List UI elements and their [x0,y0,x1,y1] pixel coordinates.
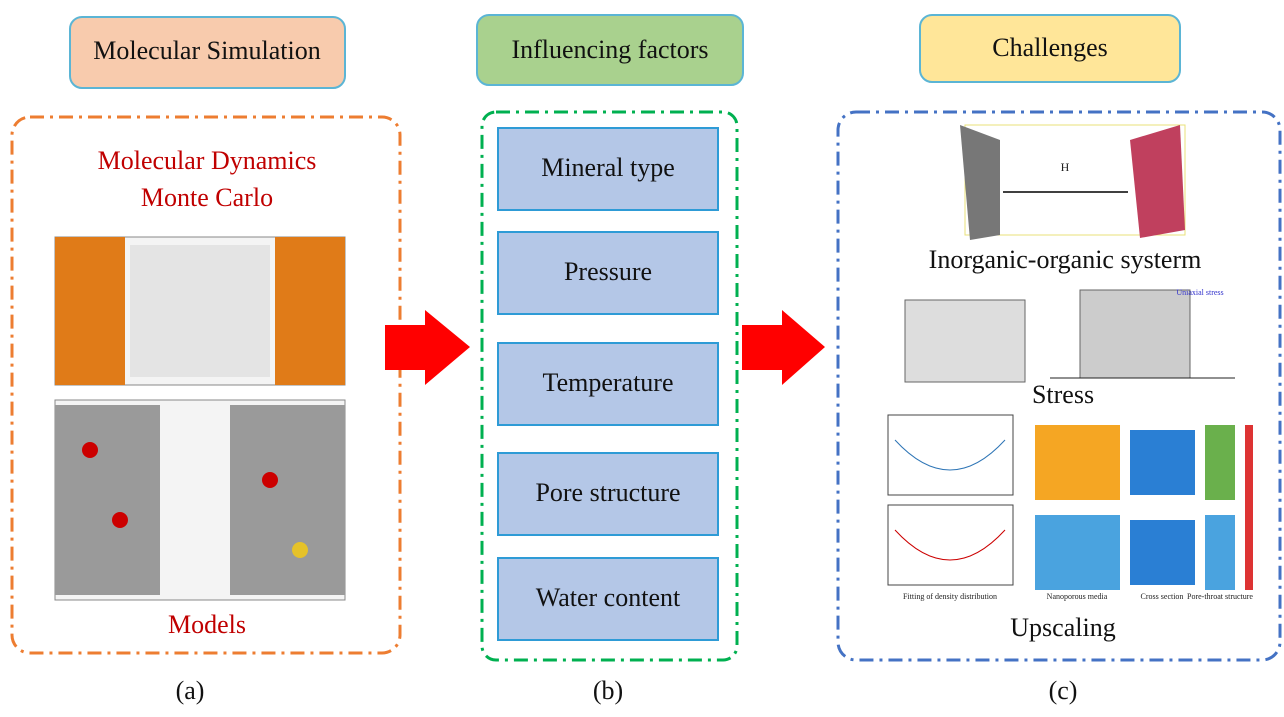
factor-label: Pore structure [535,478,680,507]
stress-image [905,290,1235,382]
model-image [55,237,345,385]
model-image [55,400,345,600]
figure-label: Upscaling [1010,613,1115,642]
factor-label: Water content [536,583,681,612]
caption: (c) [1049,676,1078,705]
method: Monte Carlo [141,183,273,212]
method: Molecular Dynamics [98,146,317,175]
caption: (a) [176,676,205,705]
arrow [742,310,825,385]
upscaling-image [888,415,1253,590]
factor-label: Mineral type [541,153,675,182]
caption: (b) [593,676,623,705]
image-label: Pore-throat structure [1187,592,1253,601]
header: Influencing factors [511,35,708,64]
image-label: Nanoporous media [1047,592,1108,601]
image-label: Fitting of density distribution [903,592,997,601]
system-image [960,125,1185,240]
image-label: Uniaxial stress [1176,288,1223,297]
footer: Models [168,610,246,639]
image-label: Cross section [1141,592,1184,601]
figure-label: Stress [1032,380,1094,409]
factor-label: Temperature [543,368,674,397]
image-label: H [1061,160,1070,174]
header: Molecular Simulation [93,36,320,65]
figure-label: Inorganic-organic systerm [929,245,1202,274]
factor-label: Pressure [564,257,652,286]
header: Challenges [992,33,1108,62]
arrow [385,310,470,385]
diagram: Molecular Simulation Molecular Dynamics … [0,0,1284,717]
